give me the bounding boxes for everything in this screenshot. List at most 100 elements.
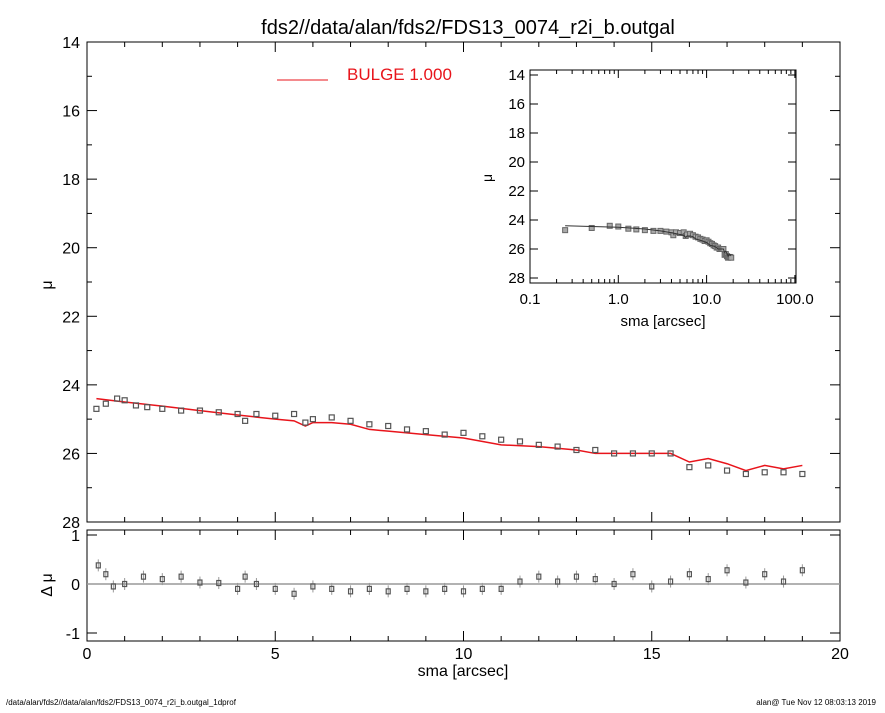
inset-log-panel: 14 16 18 20 22 24 26 28 0.1 1.0 10.0 100.0 μ sma [a… <box>479 67 814 330</box>
residual-point <box>159 575 165 583</box>
y-tick-label: 26 <box>62 446 80 463</box>
residual-point <box>611 580 617 588</box>
inset-data-point <box>650 227 657 234</box>
y-tick-label: 20 <box>62 241 80 258</box>
residual-point <box>272 585 278 593</box>
model-line <box>96 397 803 472</box>
residual-point <box>724 567 730 574</box>
x-tick-label: 0 <box>83 646 92 663</box>
data-point <box>422 428 429 435</box>
residual-point <box>517 578 523 585</box>
y-tick-label: 26 <box>508 241 525 258</box>
footer-path: /data/alan/fds2//data/alan/fds2/FDS13_00… <box>6 698 237 707</box>
data-point <box>196 407 204 414</box>
residual-point <box>140 573 147 580</box>
x-tick-label: 0.1 <box>520 291 541 308</box>
y-tick-label: 20 <box>508 154 525 171</box>
inset-data-point <box>641 227 648 234</box>
data-point <box>347 417 354 424</box>
data-point <box>648 450 655 457</box>
data-point <box>302 419 309 426</box>
residual-point <box>799 567 805 574</box>
inset-data-point <box>633 226 640 233</box>
y-tick-label: 14 <box>508 67 525 84</box>
residual-point <box>667 578 674 585</box>
residual-point <box>366 585 372 593</box>
footer-timestamp: alan@ Tue Nov 12 08:03:13 2019 <box>756 698 876 707</box>
residual-point <box>178 573 184 580</box>
data-point <box>554 443 561 450</box>
x-tick-label: 10 <box>455 646 473 663</box>
inset-ylabel: μ <box>479 174 495 182</box>
data-point <box>498 436 505 443</box>
residual-point <box>385 588 391 595</box>
residual-point <box>649 583 655 590</box>
inset-data-point <box>562 227 569 234</box>
data-point <box>121 397 128 404</box>
data-point <box>705 462 712 469</box>
residual-point <box>347 588 354 595</box>
data-point <box>159 405 166 412</box>
inset-data-point <box>625 225 632 232</box>
data-point <box>253 410 260 418</box>
inset-model-line <box>565 225 732 258</box>
data-point <box>479 433 486 440</box>
inset-xlabel: sma [arcsec] <box>620 313 705 330</box>
data-point <box>102 400 109 407</box>
y-tick-label: 16 <box>62 104 80 121</box>
y-tick-label: 24 <box>508 212 525 229</box>
residual-point <box>423 588 429 595</box>
data-point <box>441 431 448 438</box>
main-panel: 14 16 18 20 22 24 26 28 μ BULGE 1.000 <box>39 35 841 532</box>
inset-data-point <box>728 254 735 261</box>
data-point <box>723 467 731 474</box>
residual-point <box>592 575 598 583</box>
data-point <box>215 409 222 416</box>
y-tick-label: 24 <box>62 378 80 395</box>
data-point <box>629 450 637 457</box>
y-tick-label: 0 <box>71 577 80 594</box>
residual-point <box>536 573 542 580</box>
residual-ylabel: Δ μ <box>39 573 56 596</box>
residual-point <box>460 588 467 595</box>
residual-point <box>686 571 693 578</box>
data-point <box>742 470 749 478</box>
residual-point <box>479 585 485 593</box>
legend-label: BULGE 1.000 <box>347 65 452 84</box>
residual-point <box>95 562 101 569</box>
residual-point <box>630 571 636 578</box>
residual-point <box>555 578 561 585</box>
data-point <box>178 407 185 414</box>
residual-point <box>216 579 222 587</box>
data-point <box>535 441 542 448</box>
data-point <box>309 416 316 423</box>
x-tick-label: 10.0 <box>692 291 721 308</box>
y-tick-label: 28 <box>62 515 80 532</box>
residual-point <box>310 583 316 590</box>
y-tick-label: 16 <box>508 96 525 113</box>
residual-point <box>122 580 128 588</box>
main-xlabel: sma [arcsec] <box>418 663 509 680</box>
main-ylabel: μ <box>39 280 56 289</box>
data-point <box>144 404 151 411</box>
residual-point <box>705 575 711 583</box>
x-tick-label: 5 <box>271 646 280 663</box>
chart-title: fds2//data/alan/fds2/FDS13_0074_r2i_b.ou… <box>261 17 675 39</box>
data-point <box>799 470 806 478</box>
data-point <box>385 422 392 430</box>
residual-point <box>253 580 260 588</box>
y-tick-label: 18 <box>62 172 80 189</box>
x-tick-label: 1.0 <box>608 291 629 308</box>
data-point <box>93 405 100 412</box>
inset-data-point <box>588 224 595 231</box>
inset-data-point <box>615 223 622 230</box>
residual-point <box>110 583 116 590</box>
data-point <box>761 469 768 476</box>
residual-point <box>780 578 787 585</box>
residual-point <box>242 573 248 580</box>
x-tick-label: 15 <box>643 646 661 663</box>
x-tick-label: 100.0 <box>776 291 814 308</box>
data-point <box>686 464 693 471</box>
data-point <box>516 438 524 445</box>
